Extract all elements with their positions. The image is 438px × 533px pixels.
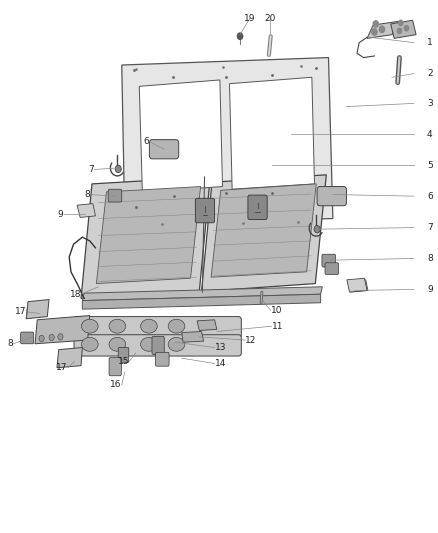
FancyBboxPatch shape: [149, 140, 179, 159]
Ellipse shape: [109, 337, 126, 351]
Ellipse shape: [109, 319, 126, 333]
Polygon shape: [367, 21, 399, 38]
Text: 18: 18: [70, 290, 81, 298]
Text: 7: 7: [427, 223, 433, 232]
Polygon shape: [201, 175, 326, 292]
Text: 8: 8: [7, 340, 13, 348]
Text: 19: 19: [244, 14, 255, 23]
FancyBboxPatch shape: [195, 198, 215, 223]
Circle shape: [49, 334, 54, 341]
Text: 6: 6: [427, 192, 433, 200]
Text: 14: 14: [215, 359, 226, 368]
Ellipse shape: [81, 337, 98, 351]
Text: 11: 11: [272, 322, 283, 330]
Circle shape: [115, 165, 121, 173]
Polygon shape: [26, 300, 49, 319]
Polygon shape: [391, 20, 416, 38]
Polygon shape: [230, 77, 314, 189]
Text: 10: 10: [271, 306, 282, 314]
FancyBboxPatch shape: [74, 335, 241, 356]
Polygon shape: [348, 280, 368, 292]
Ellipse shape: [141, 337, 157, 351]
Text: 17: 17: [15, 308, 26, 316]
Circle shape: [373, 21, 378, 27]
Text: 8: 8: [84, 190, 90, 199]
Polygon shape: [139, 80, 223, 192]
Ellipse shape: [168, 337, 185, 351]
Polygon shape: [81, 177, 210, 298]
Text: 12: 12: [245, 336, 257, 344]
Text: 6: 6: [143, 137, 149, 146]
Circle shape: [404, 26, 409, 31]
Text: 16: 16: [110, 381, 122, 389]
Polygon shape: [347, 278, 367, 292]
Polygon shape: [35, 316, 90, 344]
FancyBboxPatch shape: [152, 336, 164, 354]
FancyBboxPatch shape: [325, 263, 339, 274]
Polygon shape: [197, 320, 217, 330]
Polygon shape: [182, 332, 204, 342]
Polygon shape: [82, 287, 322, 301]
Circle shape: [237, 33, 243, 39]
Ellipse shape: [141, 319, 157, 333]
Polygon shape: [57, 348, 82, 368]
FancyBboxPatch shape: [108, 189, 122, 202]
FancyBboxPatch shape: [74, 317, 241, 338]
Text: 5: 5: [427, 161, 433, 169]
Circle shape: [58, 334, 63, 340]
FancyBboxPatch shape: [118, 348, 129, 362]
Circle shape: [39, 335, 44, 342]
Text: 13: 13: [215, 343, 226, 352]
Ellipse shape: [81, 319, 98, 333]
Text: 4: 4: [427, 130, 433, 139]
Circle shape: [314, 225, 320, 233]
Text: 17: 17: [57, 364, 68, 372]
FancyBboxPatch shape: [109, 358, 121, 376]
Circle shape: [372, 29, 377, 35]
FancyBboxPatch shape: [21, 332, 34, 344]
FancyBboxPatch shape: [248, 195, 267, 220]
Text: 1: 1: [427, 38, 433, 47]
Text: 9: 9: [58, 210, 64, 219]
Circle shape: [397, 28, 402, 34]
Polygon shape: [96, 187, 201, 284]
Polygon shape: [77, 204, 95, 217]
Polygon shape: [82, 294, 321, 309]
Polygon shape: [211, 184, 316, 277]
Text: 8: 8: [427, 254, 433, 263]
Text: 15: 15: [118, 357, 129, 366]
Text: 2: 2: [427, 69, 433, 78]
Text: 20: 20: [265, 14, 276, 23]
Text: 7: 7: [88, 165, 94, 174]
Text: 9: 9: [427, 285, 433, 294]
Text: 3: 3: [427, 99, 433, 108]
Polygon shape: [122, 58, 333, 225]
FancyBboxPatch shape: [317, 187, 346, 206]
Ellipse shape: [168, 319, 185, 333]
Circle shape: [399, 20, 403, 26]
FancyBboxPatch shape: [322, 254, 336, 267]
FancyBboxPatch shape: [155, 352, 169, 366]
Circle shape: [379, 26, 385, 33]
